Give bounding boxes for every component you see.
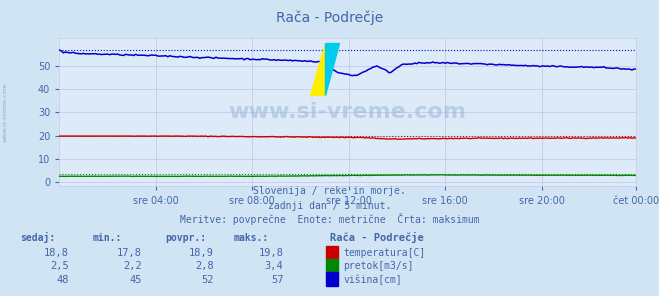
Text: 48: 48 bbox=[57, 275, 69, 285]
Text: Slovenija / reke in morje.: Slovenija / reke in morje. bbox=[253, 186, 406, 196]
Text: min.:: min.: bbox=[92, 233, 122, 243]
Text: 2,2: 2,2 bbox=[123, 261, 142, 271]
Text: Rača - Podrečje: Rača - Podrečje bbox=[330, 232, 423, 243]
Text: povpr.:: povpr.: bbox=[165, 233, 206, 243]
Text: 17,8: 17,8 bbox=[117, 248, 142, 258]
Text: pretok[m3/s]: pretok[m3/s] bbox=[343, 261, 414, 271]
Text: 2,8: 2,8 bbox=[196, 261, 214, 271]
Polygon shape bbox=[310, 43, 325, 95]
Text: višina[cm]: višina[cm] bbox=[343, 274, 402, 285]
Text: 18,8: 18,8 bbox=[44, 248, 69, 258]
Text: 19,8: 19,8 bbox=[258, 248, 283, 258]
Text: 52: 52 bbox=[202, 275, 214, 285]
Text: 45: 45 bbox=[129, 275, 142, 285]
Text: zadnji dan / 5 minut.: zadnji dan / 5 minut. bbox=[268, 201, 391, 211]
Text: 3,4: 3,4 bbox=[265, 261, 283, 271]
Text: sedaj:: sedaj: bbox=[20, 232, 55, 243]
Text: 18,9: 18,9 bbox=[189, 248, 214, 258]
Text: 2,5: 2,5 bbox=[51, 261, 69, 271]
Text: www.si-vreme.com: www.si-vreme.com bbox=[3, 83, 8, 142]
Text: Meritve: povprečne  Enote: metrične  Črta: maksimum: Meritve: povprečne Enote: metrične Črta:… bbox=[180, 213, 479, 226]
Text: temperatura[C]: temperatura[C] bbox=[343, 248, 426, 258]
Text: www.si-vreme.com: www.si-vreme.com bbox=[229, 102, 467, 123]
Polygon shape bbox=[325, 43, 339, 95]
Text: Rača - Podrečje: Rača - Podrečje bbox=[276, 10, 383, 25]
Text: maks.:: maks.: bbox=[234, 233, 269, 243]
Text: 57: 57 bbox=[271, 275, 283, 285]
